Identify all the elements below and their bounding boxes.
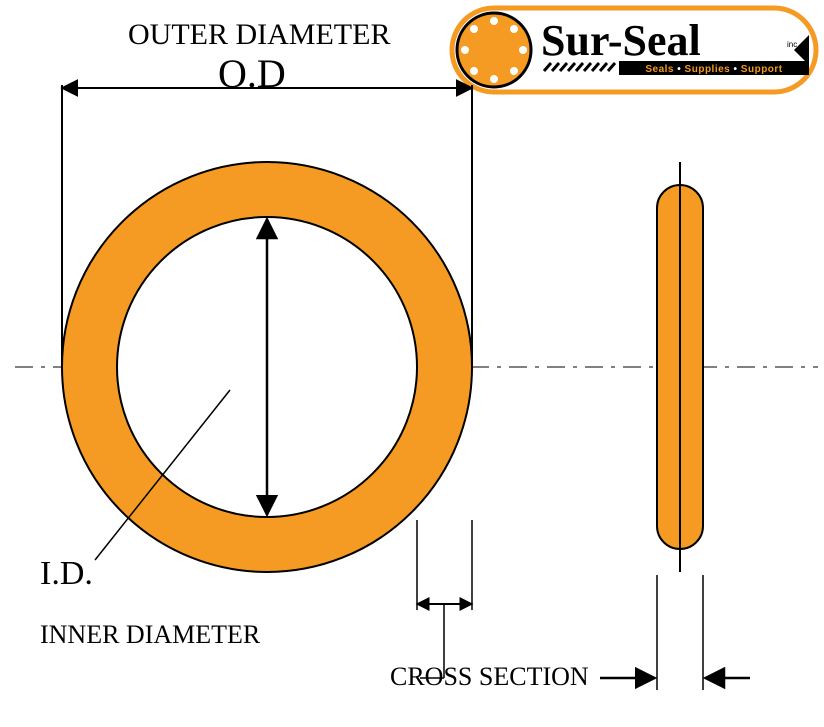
diagram-canvas [0, 0, 824, 727]
outer-diameter-label: OUTER DIAMETER [128, 18, 390, 52]
cs-ring-indicator [417, 520, 472, 678]
inner-diameter-label: INNER DIAMETER [40, 620, 260, 650]
id-abbrev-label: I.D. [40, 555, 93, 593]
oring-cross-section-view [657, 162, 703, 572]
cs-label-arrows [600, 575, 750, 690]
cross-section-label: CROSS SECTION [390, 662, 589, 692]
od-abbrev-label: O.D [218, 50, 286, 97]
